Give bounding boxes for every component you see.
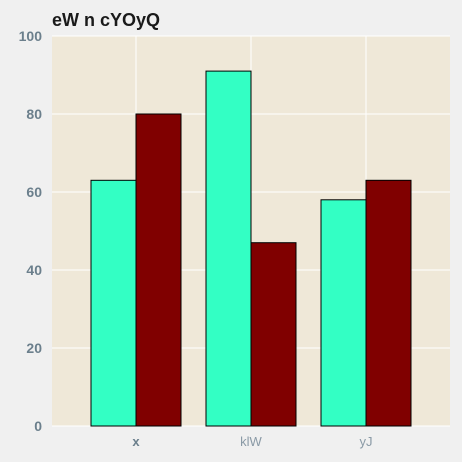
x-axis-ticks: x klW yJ: [132, 434, 372, 449]
y-tick-label: 60: [26, 184, 42, 200]
y-tick-label: 40: [26, 262, 42, 278]
x-tick-label: x: [132, 434, 140, 449]
bar-series1-klW: [205, 70, 252, 427]
y-tick-label: 0: [34, 418, 42, 434]
x-tick-label: klW: [240, 434, 262, 449]
y-tick-label: 100: [19, 28, 43, 44]
y-tick-label: 20: [26, 340, 42, 356]
y-axis-ticks: 0 20 40 60 80 100: [19, 28, 43, 434]
y-tick-label: 80: [26, 106, 42, 122]
bar-series2-klW: [250, 242, 297, 427]
bar-series1-yJ: [320, 199, 367, 427]
bar-series2-yJ: [365, 179, 412, 427]
bars: [90, 70, 412, 427]
x-tick-label: yJ: [360, 434, 373, 449]
bar-series2-x: [135, 113, 182, 427]
chart-title: eW n cYOyQ: [52, 10, 160, 30]
bar-series1-x: [90, 179, 137, 427]
